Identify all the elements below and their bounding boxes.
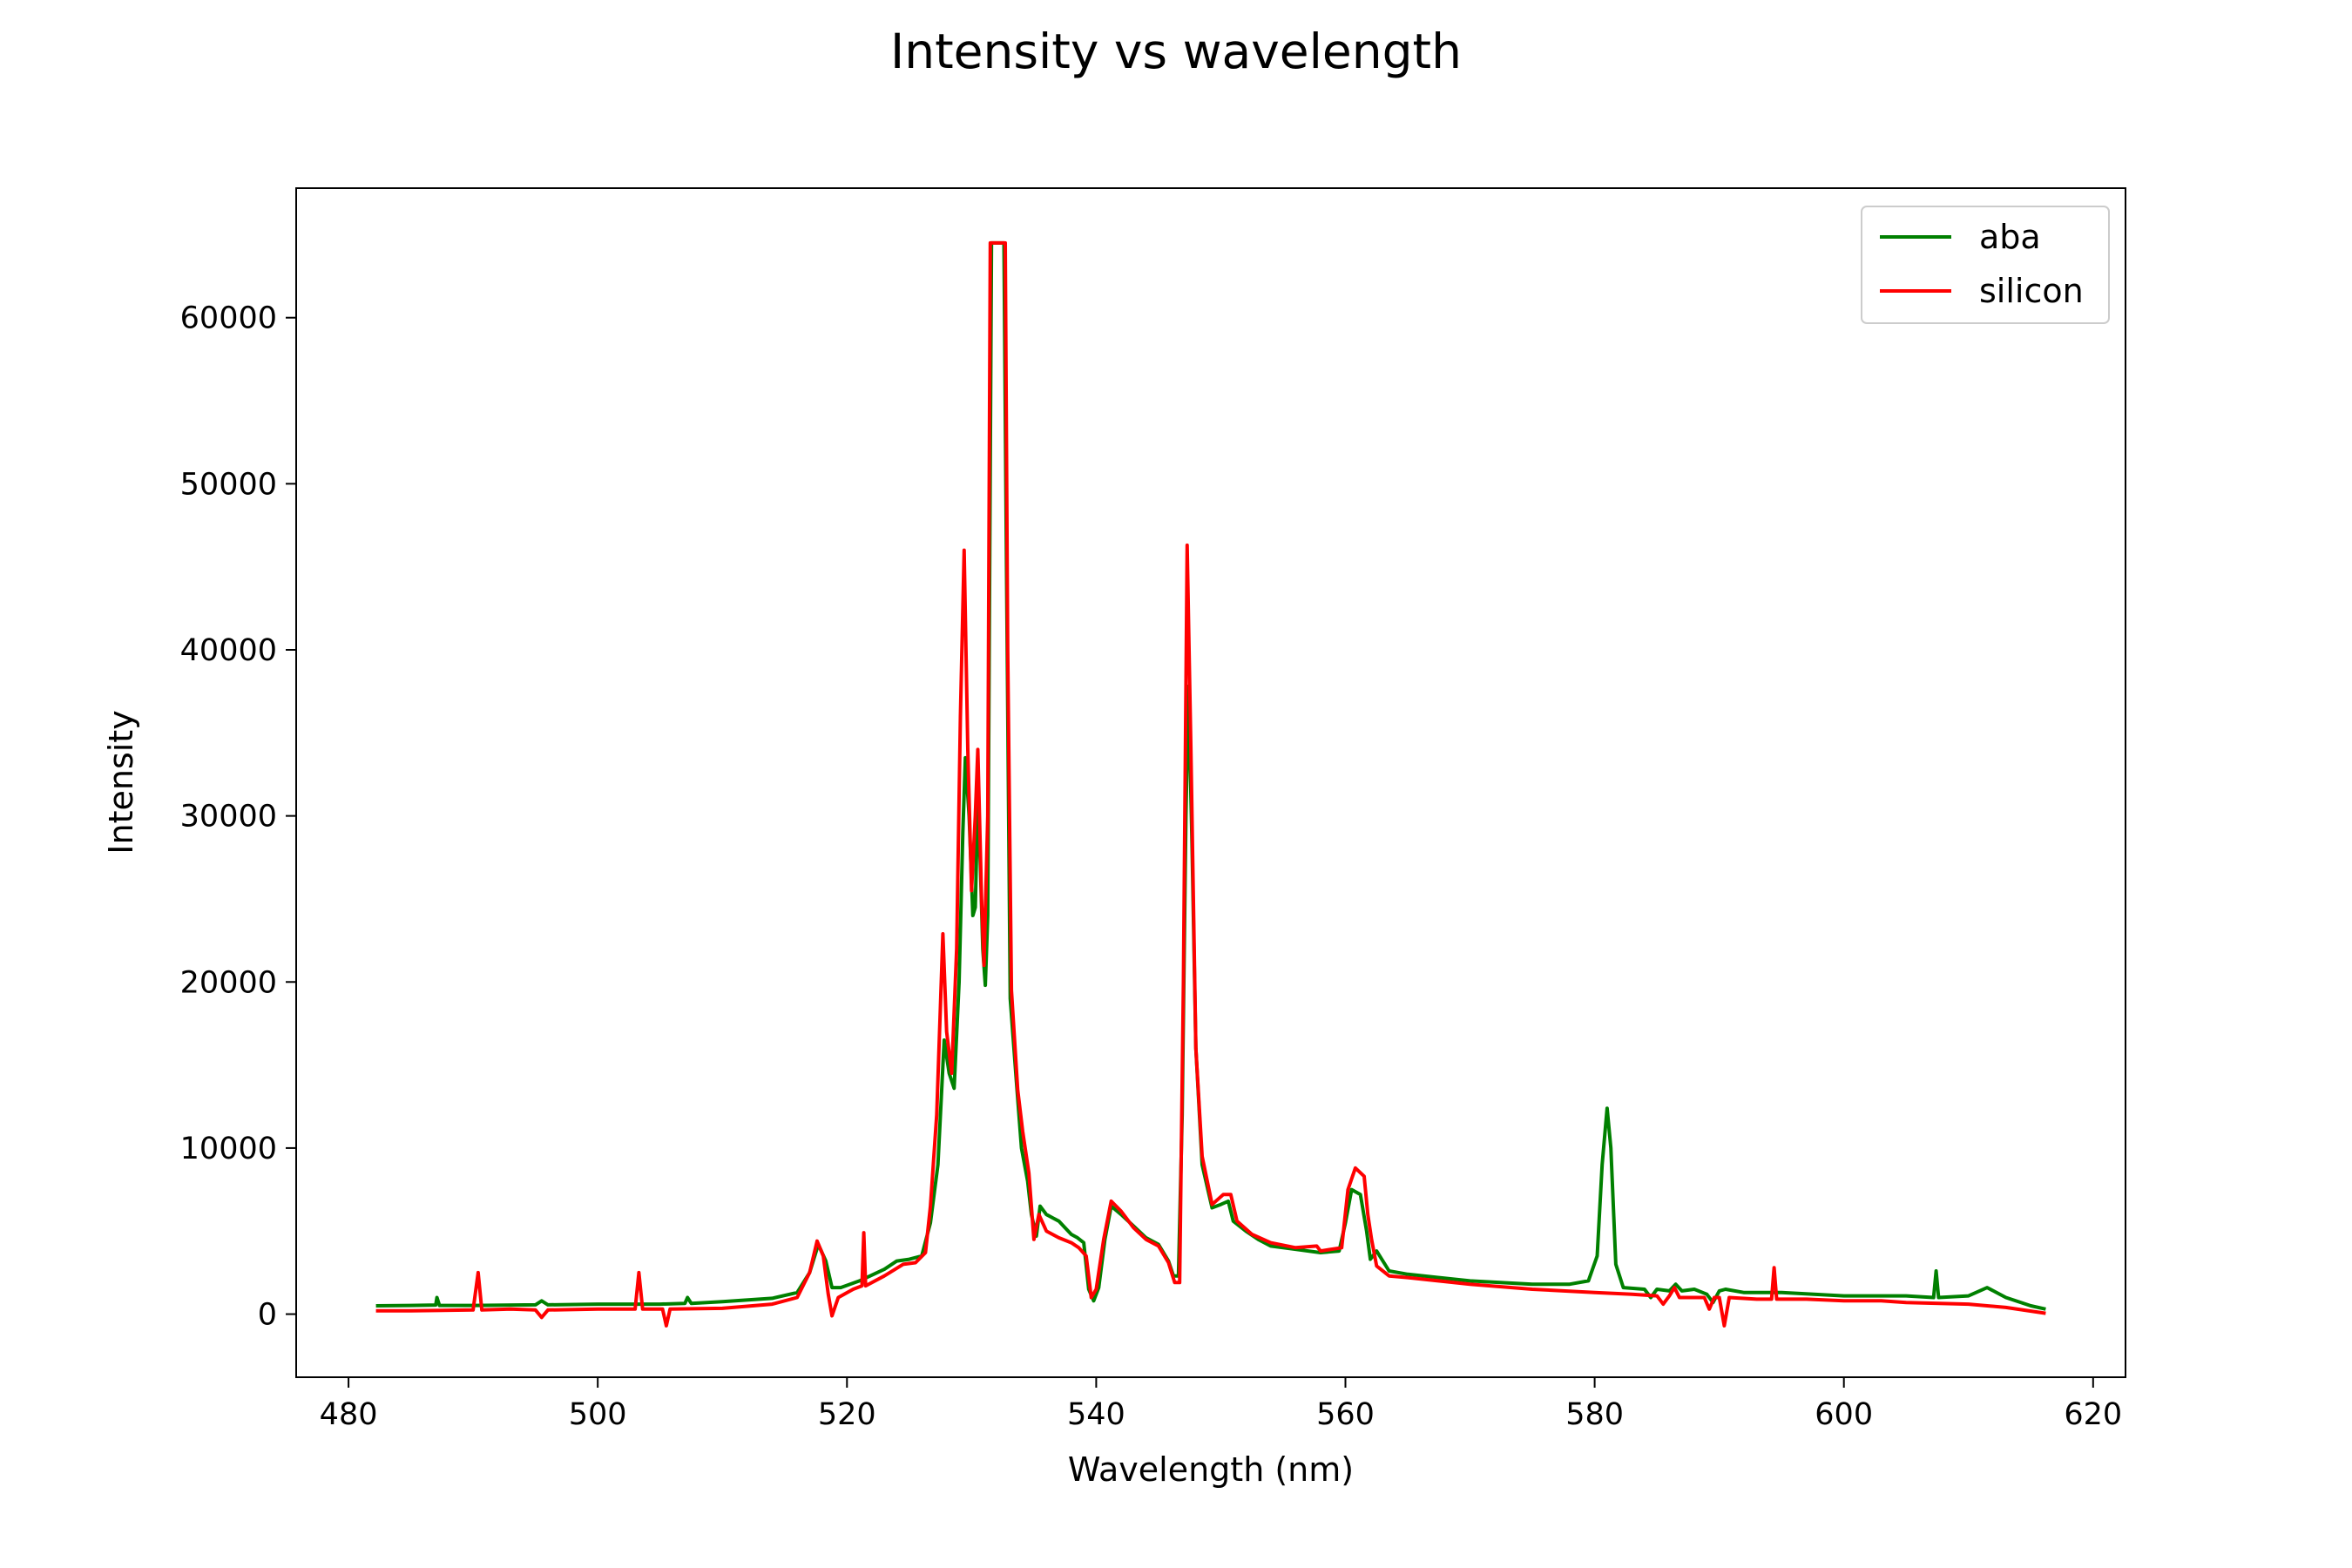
- plot-background: [296, 188, 2126, 1377]
- x-tick-label: 480: [320, 1397, 378, 1432]
- y-axis-label: Intensity: [102, 710, 140, 854]
- x-tick-label: 500: [569, 1397, 627, 1432]
- x-tick-label: 580: [1565, 1397, 1624, 1432]
- y-tick-label: 30000: [180, 800, 277, 835]
- series-line-silicon: [375, 240, 2046, 1328]
- x-axis-ticks: 480 500 520 540 560 580 600 620: [320, 1377, 2122, 1432]
- x-tick-label: 600: [1815, 1397, 1873, 1432]
- legend-label-silicon: silicon: [1979, 272, 2084, 310]
- y-tick-label: 20000: [180, 965, 277, 1000]
- legend-label-aba: aba: [1979, 218, 2041, 256]
- y-tick-label: 60000: [180, 301, 277, 336]
- y-tick-label: 10000: [180, 1132, 277, 1166]
- plot-area: [295, 187, 2126, 1378]
- x-tick-label: 620: [2064, 1397, 2122, 1432]
- series-layer: [375, 240, 2046, 1328]
- y-axis-ticks: 0 10000 20000 30000 40000 50000 60000: [180, 301, 296, 1333]
- plot-frame: [295, 187, 2126, 1378]
- x-tick-label: 540: [1067, 1397, 1125, 1432]
- chart-title: Intensity vs wavelength: [890, 24, 1462, 79]
- x-tick-label: 560: [1316, 1397, 1375, 1432]
- y-tick-label: 0: [258, 1298, 277, 1333]
- y-tick-label: 40000: [180, 633, 277, 668]
- y-tick-label: 50000: [180, 467, 277, 502]
- x-axis-label: Wavelength (nm): [1068, 1450, 1354, 1489]
- legend: aba silicon: [1861, 206, 2110, 324]
- x-tick-label: 520: [818, 1397, 876, 1432]
